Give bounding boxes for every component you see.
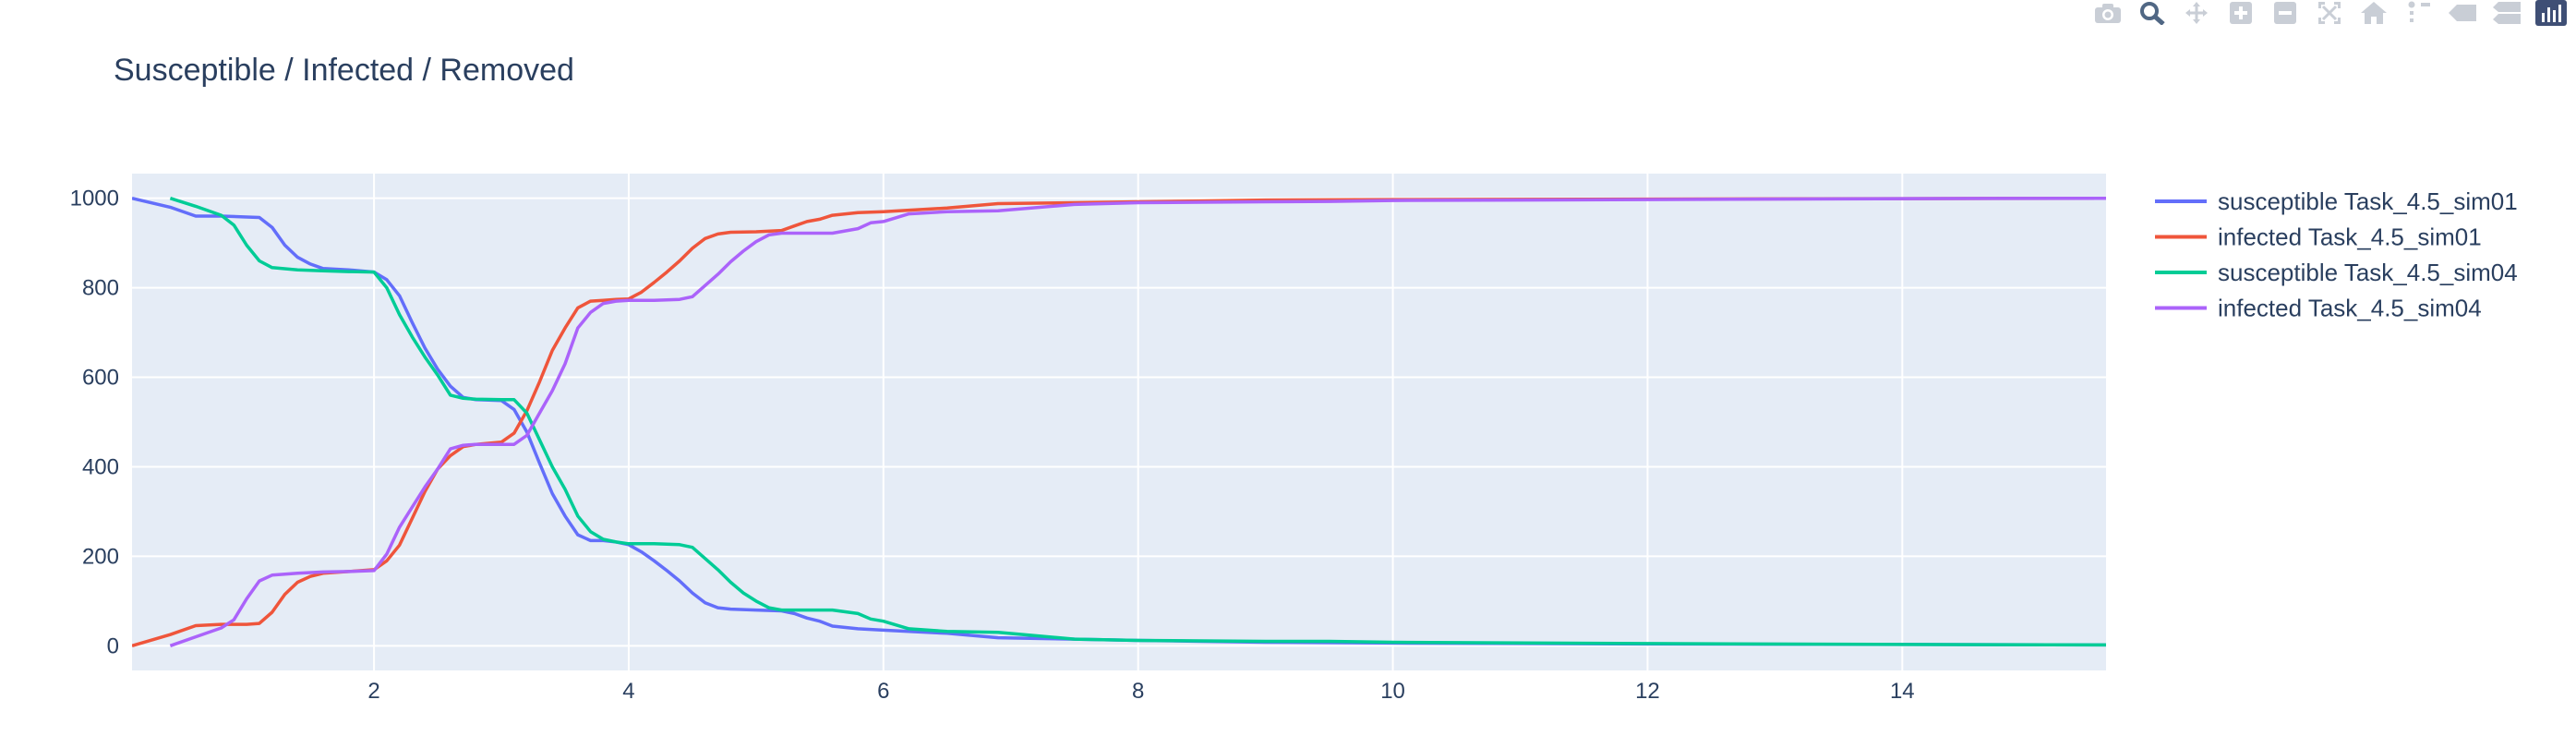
series-line-2[interactable] [132,196,2106,647]
hover-closest-icon[interactable] [2445,0,2480,26]
legend-item[interactable]: infected Task_4.5_sim04 [2155,295,2482,322]
legend-item[interactable]: susceptible Task_4.5_sim01 [2155,187,2518,215]
camera-icon[interactable] [2090,0,2125,26]
x-tick-label: 10 [1380,679,1405,704]
zoom-out-icon[interactable] [2268,0,2303,26]
y-tick-label: 800 [82,276,119,301]
hover-compare-icon[interactable] [2489,0,2524,26]
reset-axes-icon[interactable] [2356,0,2391,26]
x-tick-label: 14 [1890,679,1915,704]
y-tick-label: 200 [82,544,119,569]
zoom-in-icon[interactable] [2223,0,2258,26]
legend-item[interactable]: susceptible Task_4.5_sim04 [2155,259,2518,286]
pan-icon[interactable] [2179,0,2214,26]
series-line-3[interactable] [169,197,2106,647]
y-axis-tick-labels: 0 200 400 600 800 1000 [70,187,119,659]
x-axis-tick-labels: 2 4 6 8 10 12 14 [367,679,1914,704]
y-tick-label: 600 [82,366,119,391]
y-tick-label: 1000 [70,187,119,211]
legend-label: susceptible Task_4.5_sim04 [2218,259,2518,286]
legend-label: infected Task_4.5_sim01 [2218,223,2482,251]
zoom-icon[interactable] [2135,0,2170,26]
spike-lines-icon[interactable] [2401,0,2436,26]
y-tick-label: 400 [82,454,119,479]
plot-area[interactable] [132,174,2106,670]
x-tick-label: 4 [622,679,634,704]
legend-label: susceptible Task_4.5_sim01 [2218,187,2518,215]
series-line-1[interactable] [132,196,2106,647]
autoscale-icon[interactable] [2312,0,2347,26]
modebar [2090,0,2576,26]
x-tick-label: 12 [1635,679,1660,704]
legend-label: infected Task_4.5_sim04 [2218,295,2482,322]
x-tick-label: 2 [367,679,379,704]
x-tick-label: 6 [877,679,889,704]
y-tick-label: 0 [107,633,119,658]
plotly-logo-icon[interactable] [2534,0,2569,26]
legend-item[interactable]: infected Task_4.5_sim01 [2155,223,2482,251]
x-tick-label: 8 [1132,679,1144,704]
legend: susceptible Task_4.5_sim01 infected Task_… [2155,187,2518,322]
series-layer [132,196,2106,647]
chart-title: Susceptible / Infected / Removed [114,53,574,88]
series-line-4[interactable] [169,196,2106,647]
